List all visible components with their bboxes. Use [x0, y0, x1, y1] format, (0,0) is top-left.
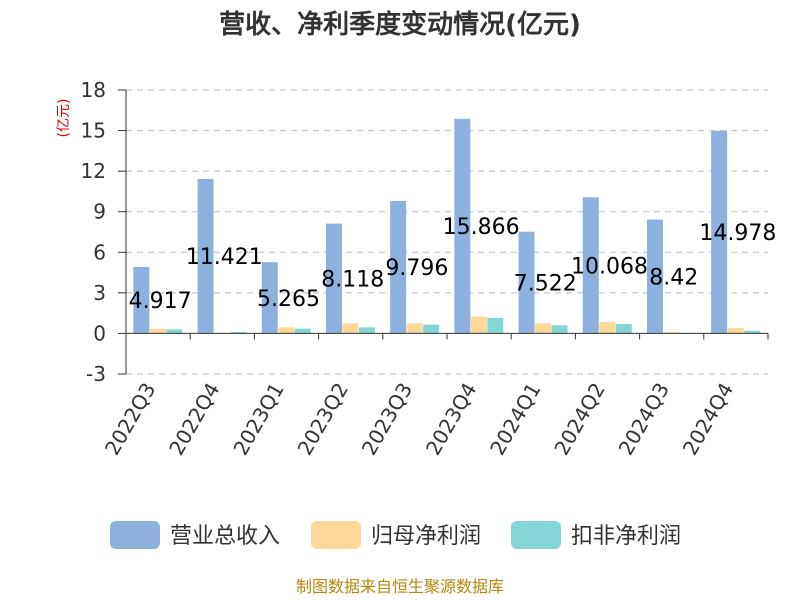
legend-label: 扣非净利润	[571, 524, 681, 549]
data-label: 15.866	[443, 215, 520, 240]
x-tick-labels: 2022Q3 2022Q4 2023Q1 2023Q2 2023Q3 2023Q4 2024…	[100, 378, 738, 459]
bar-营业总收入	[261, 262, 278, 334]
y-axis-unit: (亿元)	[56, 99, 72, 138]
bar-扣非净利润	[615, 323, 632, 334]
x-tick-label: 2023Q3	[357, 379, 417, 460]
x-tick-label: 2023Q2	[293, 379, 353, 460]
legend-swatch	[311, 521, 361, 549]
y-tick-label: -3	[86, 362, 106, 386]
axes	[118, 89, 769, 375]
bar-归母净利润	[342, 323, 359, 334]
source-note: 制图数据来自恒生聚源数据库	[296, 577, 504, 596]
bar-扣非净利润	[166, 329, 183, 334]
y-tick-label: 15	[81, 119, 106, 143]
bar-营业总收入	[582, 197, 599, 334]
bar-营业总收入	[197, 178, 214, 334]
y-tick-label: 18	[81, 78, 106, 102]
bar-扣非净利润	[230, 332, 247, 334]
y-tick-label: 9	[93, 200, 106, 224]
data-label: 4.917	[129, 289, 192, 314]
bar-营业总收入	[454, 118, 471, 334]
y-tick-label: 3	[93, 281, 106, 305]
bar-营业总收入	[133, 266, 150, 334]
data-label: 7.522	[514, 272, 577, 297]
bar-营业总收入	[646, 219, 663, 334]
data-label: 9.796	[385, 256, 448, 281]
y-tick-label: 6	[93, 240, 106, 264]
bar-营业总收入	[711, 130, 728, 334]
bar-扣非净利润	[551, 325, 568, 334]
y-tick-labels: 18 15 12 9 6 3 0 -3	[81, 78, 106, 386]
legend-swatch	[110, 521, 160, 549]
bar-归母净利润	[278, 327, 295, 334]
bar-营业总收入	[518, 231, 535, 334]
chart-title: 营收、净利季度变动情况(亿元)	[219, 9, 581, 40]
legend-swatch	[511, 521, 561, 549]
bar-归母净利润	[535, 323, 552, 334]
bars	[133, 118, 761, 334]
data-label: 11.421	[186, 245, 263, 270]
bar-扣非净利润	[294, 328, 311, 334]
bar-营业总收入	[325, 223, 342, 334]
grid-lines	[126, 89, 768, 375]
bar-扣非净利润	[744, 330, 761, 334]
bar-归母净利润	[406, 323, 423, 334]
bar-归母净利润	[149, 328, 166, 334]
legend-label: 归母净利润	[371, 524, 481, 549]
bar-营业总收入	[390, 200, 407, 334]
data-label: 8.118	[321, 268, 384, 293]
legend: 营业总收入 归母净利润 扣非净利润	[110, 521, 681, 549]
legend-label: 营业总收入	[170, 524, 280, 549]
x-tick-label: 2024Q2	[549, 379, 609, 460]
bar-归母净利润	[599, 321, 616, 334]
data-label: 5.265	[257, 287, 320, 312]
bar-归母净利润	[727, 328, 744, 334]
x-tick-label: 2024Q4	[678, 379, 738, 460]
x-tick-label: 2022Q4	[164, 379, 224, 460]
bar-归母净利润	[663, 332, 680, 334]
y-tick-label: 12	[81, 159, 106, 183]
x-tick-label: 2022Q3	[100, 379, 160, 460]
x-tick-label: 2024Q1	[485, 379, 545, 460]
x-tick-label: 2024Q3	[614, 379, 674, 460]
bar-扣非净利润	[423, 324, 440, 334]
x-tick-label: 2023Q4	[421, 378, 481, 459]
data-label: 8.42	[649, 265, 698, 290]
bar-归母净利润	[470, 316, 487, 334]
y-tick-label: 0	[93, 321, 106, 345]
x-tick-label: 2023Q1	[228, 379, 288, 460]
data-label: 14.978	[699, 221, 776, 246]
data-label: 10.068	[571, 254, 648, 279]
bar-扣非净利润	[358, 327, 375, 334]
bar-扣非净利润	[487, 317, 504, 334]
